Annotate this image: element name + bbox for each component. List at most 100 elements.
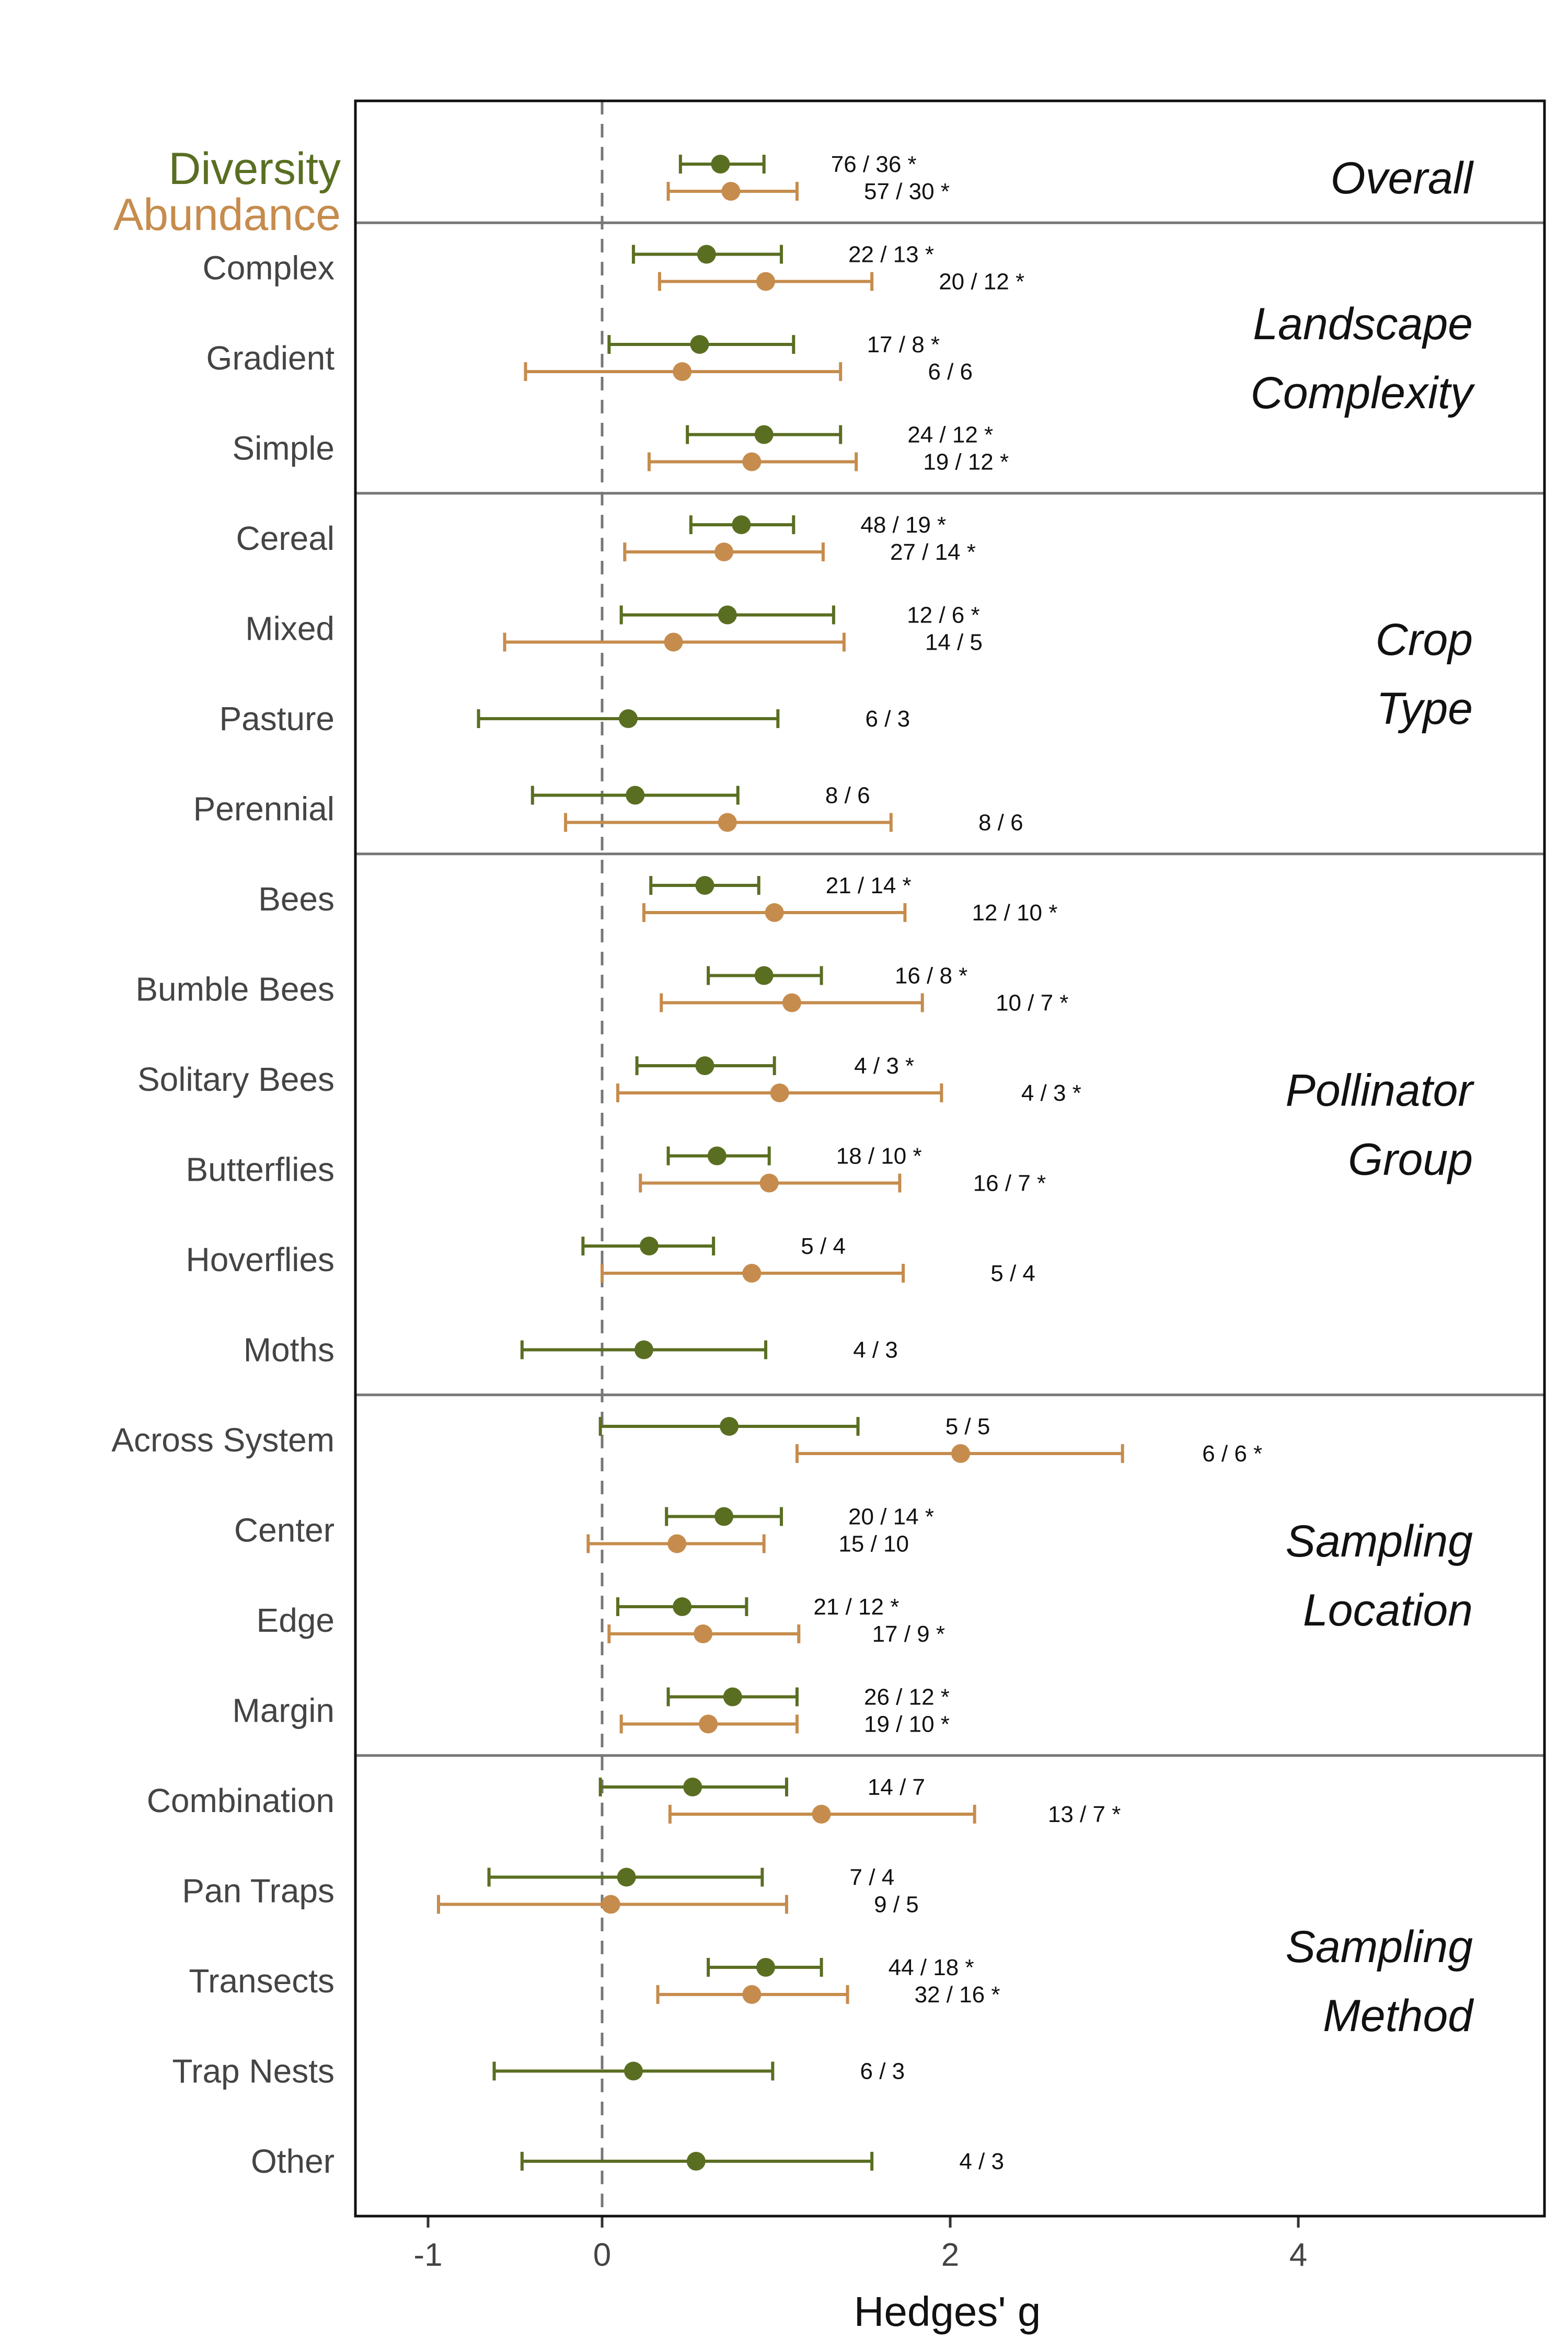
diversity-count-label: 76 / 36 * <box>831 152 917 177</box>
abundance-count-label: 6 / 6 <box>928 359 973 385</box>
group-title: Landscape <box>1253 299 1473 349</box>
group-title: Sampling <box>1285 1922 1473 1972</box>
diversity-point <box>711 155 730 174</box>
row-label: Simple <box>232 430 335 467</box>
abundance-point <box>601 1895 620 1914</box>
abundance-point <box>770 1083 789 1102</box>
row-label: Butterflies <box>186 1151 335 1189</box>
diversity-count-label: 24 / 12 * <box>907 422 993 448</box>
group-separators <box>355 221 1544 1757</box>
group-title: Type <box>1376 684 1473 734</box>
diversity-point <box>695 1056 714 1075</box>
group-title: Location <box>1303 1585 1473 1635</box>
abundance-count-label: 13 / 7 * <box>1048 1802 1121 1827</box>
diversity-count-label: 7 / 4 <box>850 1865 895 1890</box>
row-label: Trap Nests <box>172 2053 335 2090</box>
diversity-point <box>695 876 714 895</box>
abundance-point <box>667 1534 687 1553</box>
row-label: Center <box>234 1512 335 1549</box>
diversity-count-label: 5 / 4 <box>801 1233 846 1259</box>
diversity-point <box>756 1958 776 1977</box>
abundance-count-label: 14 / 5 <box>925 630 983 655</box>
diversity-point <box>723 1687 742 1707</box>
abundance-point <box>812 1805 831 1824</box>
row-label: Transects <box>189 1962 335 2000</box>
abundance-count-label: 4 / 3 * <box>1021 1080 1081 1106</box>
abundance-point <box>664 632 683 652</box>
x-tick-label: 4 <box>1289 2237 1307 2273</box>
row-label: Pan Traps <box>182 1872 335 1910</box>
x-axis-title: Hedges' g <box>854 2288 1041 2335</box>
diversity-count-label: 6 / 3 <box>860 2059 905 2084</box>
abundance-count-label: 32 / 16 * <box>915 1982 1000 2008</box>
diversity-count-label: 44 / 18 * <box>889 1955 974 1980</box>
diversity-count-label: 4 / 3 * <box>854 1053 914 1079</box>
diversity-count-label: 16 / 8 * <box>895 963 967 989</box>
row-label: Pasture <box>219 700 335 737</box>
abundance-count-label: 57 / 30 * <box>864 179 950 204</box>
diversity-count-label: 17 / 8 * <box>867 332 940 358</box>
diversity-point <box>720 1417 739 1436</box>
diversity-point <box>618 709 638 728</box>
abundance-point <box>742 1264 762 1283</box>
diversity-count-label: 48 / 19 * <box>860 512 946 538</box>
abundance-point <box>718 813 737 832</box>
diversity-count-label: 18 / 10 * <box>836 1144 922 1169</box>
diversity-point <box>732 515 751 534</box>
diversity-point <box>686 2152 706 2171</box>
row-and-count-labels: 76 / 36 *57 / 30 * Overall Complex 22 / 13 … <box>111 144 1475 2180</box>
row-label: Across System <box>111 1421 335 1459</box>
abundance-point <box>714 543 734 561</box>
abundance-point <box>759 1173 779 1193</box>
row-label: Edge <box>257 1601 335 1639</box>
abundance-point <box>765 903 784 922</box>
abundance-point <box>782 993 801 1012</box>
diversity-count-label: 4 / 3 <box>959 2149 1004 2174</box>
abundance-point <box>756 272 776 291</box>
diversity-point <box>639 1237 659 1255</box>
group-title: Overall <box>1331 153 1474 203</box>
abundance-count-label: 8 / 6 <box>978 810 1023 836</box>
group-title: Crop <box>1376 615 1473 665</box>
abundance-point <box>742 1985 762 2004</box>
group-title: Pollinator <box>1285 1065 1474 1115</box>
row-label: Complex <box>202 249 335 287</box>
row-label: Hoverflies <box>186 1241 335 1278</box>
group-title: Group <box>1348 1134 1473 1184</box>
abundance-count-label: 10 / 7 * <box>996 990 1068 1016</box>
row-label: Mixed <box>245 610 335 648</box>
diversity-count-label: 21 / 14 * <box>826 873 912 898</box>
diversity-point <box>754 966 774 985</box>
effect-size-marks <box>436 155 1124 2171</box>
row-label: Combination <box>147 1782 335 1819</box>
diversity-count-label: 14 / 7 <box>868 1774 925 1800</box>
diversity-count-label: 12 / 6 * <box>907 603 979 628</box>
abundance-count-label: 17 / 9 * <box>872 1621 945 1647</box>
row-label: Perennial <box>193 790 335 828</box>
abundance-point <box>699 1714 718 1734</box>
x-tick-label: -1 <box>413 2237 442 2273</box>
diversity-count-label: 22 / 13 * <box>848 242 934 268</box>
abundance-point <box>721 182 741 201</box>
abundance-count-label: 16 / 7 * <box>973 1171 1046 1196</box>
diversity-count-label: 21 / 12 * <box>813 1594 899 1620</box>
diversity-count-label: 6 / 3 <box>866 706 910 732</box>
row-label: Moths <box>244 1331 335 1369</box>
plot-panel-border <box>354 99 1546 2218</box>
diversity-point <box>624 2061 643 2081</box>
diversity-point <box>683 1778 702 1796</box>
row-label: Bees <box>258 880 335 918</box>
diversity-point <box>634 1340 653 1359</box>
abundance-count-label: 27 / 14 * <box>890 539 976 565</box>
diversity-count-label: 26 / 12 * <box>864 1685 950 1710</box>
abundance-point <box>694 1624 713 1643</box>
diversity-count-label: 4 / 3 <box>853 1338 898 1363</box>
row-label: Solitary Bees <box>137 1060 335 1098</box>
abundance-count-label: 20 / 12 * <box>939 269 1024 295</box>
diversity-count-label: 8 / 6 <box>825 783 870 809</box>
abundance-count-label: 5 / 4 <box>990 1261 1035 1286</box>
row-label: Gradient <box>206 339 335 377</box>
abundance-point <box>951 1444 970 1463</box>
